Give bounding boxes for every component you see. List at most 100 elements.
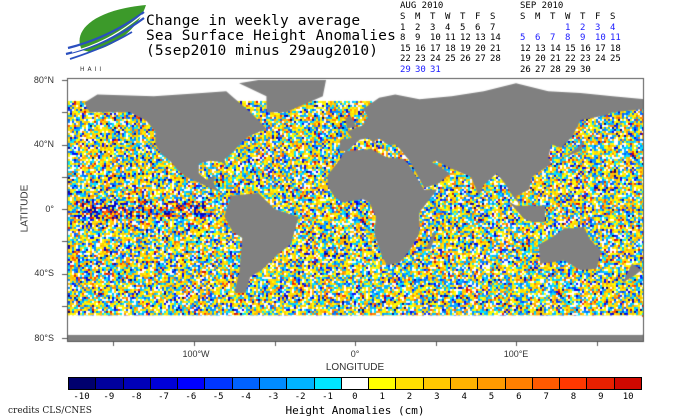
calendar-day: 23 bbox=[580, 54, 591, 65]
weekday-label: T bbox=[550, 12, 556, 22]
calendar-day: 5 bbox=[460, 22, 466, 33]
colorbar-cell bbox=[150, 378, 179, 389]
calendar-day: 23 bbox=[415, 54, 426, 65]
weekday-label: W bbox=[445, 12, 451, 22]
calendar-day: 7 bbox=[550, 33, 556, 44]
colorbar-cell bbox=[532, 378, 561, 389]
colorbar-tick-label: -5 bbox=[212, 392, 224, 402]
colorbar-tick-label: -6 bbox=[185, 392, 197, 402]
calendar-day: 14 bbox=[490, 33, 501, 44]
calendar-day bbox=[550, 23, 565, 34]
lon-tick-100e: 100°E bbox=[503, 349, 529, 359]
calendar-day: 29 bbox=[565, 64, 576, 75]
calendar-day: 13 bbox=[535, 43, 546, 54]
calendar-week: 12 13 14 15 16 17 18 bbox=[520, 44, 625, 55]
colorbar-cell bbox=[478, 378, 506, 389]
title-line-1: Change in weekly average bbox=[146, 13, 361, 29]
calendar-day: 20 bbox=[475, 43, 486, 54]
calendar-sep-2010: SEP 2010 S M T W T F S 1 2 3 4 5 6 7 8 9 10 11 12 13 14 15 16 17… bbox=[520, 1, 625, 76]
weekday-label: F bbox=[595, 12, 601, 22]
calendar-day: 28 bbox=[550, 64, 561, 75]
calendar-day: 24 bbox=[595, 54, 606, 65]
calendar-day: 15 bbox=[400, 43, 411, 54]
calendar-day: 9 bbox=[415, 33, 421, 44]
calendar-day: 4 bbox=[610, 22, 616, 33]
colorbar-tick-label: 0 bbox=[352, 392, 358, 402]
colorbar-cell bbox=[96, 378, 124, 389]
colorbar-cell bbox=[560, 378, 588, 389]
weekday-label: W bbox=[565, 12, 571, 22]
weekday-label: T bbox=[460, 12, 466, 22]
calendar-day: 1 bbox=[400, 22, 406, 33]
credits: credits CLS/CNES bbox=[8, 406, 92, 416]
colorbar-cell bbox=[205, 378, 233, 389]
colorbar bbox=[68, 377, 642, 390]
calendar-day: 16 bbox=[415, 43, 426, 54]
calendar-week: 5 6 7 8 9 10 11 bbox=[520, 33, 625, 44]
calendar-day: 19 bbox=[460, 43, 471, 54]
colorbar-cell bbox=[123, 378, 151, 389]
calendar-day: 25 bbox=[445, 54, 456, 65]
colorbar-tick-label: 5 bbox=[488, 392, 495, 402]
colorbar-cell bbox=[505, 378, 533, 389]
calendar-day bbox=[595, 65, 610, 76]
weekday-label: F bbox=[475, 12, 481, 22]
calendar-day: 16 bbox=[580, 43, 591, 54]
colorbar-cell bbox=[587, 378, 615, 389]
haii-logo: HAII bbox=[65, 5, 146, 72]
colorbar-tick-label: -9 bbox=[103, 392, 115, 402]
lat-tick-80s: 80°S bbox=[34, 333, 54, 343]
calendar-day: 2 bbox=[415, 22, 421, 33]
colorbar-tick-label: 8 bbox=[570, 392, 577, 402]
colorbar-tick-label: 9 bbox=[598, 392, 604, 402]
calendar-day: 19 bbox=[520, 54, 531, 65]
calendar-week: 22 23 24 25 26 27 28 bbox=[400, 54, 505, 65]
calendar-day: 30 bbox=[415, 64, 426, 75]
calendar-day: 21 bbox=[490, 43, 501, 54]
calendar-week: 8 9 10 11 12 13 14 bbox=[400, 33, 505, 44]
calendar-day: 12 bbox=[520, 43, 531, 54]
calendar-day: 6 bbox=[475, 22, 481, 33]
colorbar-tick-label: -2 bbox=[294, 392, 306, 402]
calendar-day: 1 bbox=[565, 22, 571, 33]
weekday-label: S bbox=[520, 12, 526, 22]
colorbar-cell bbox=[369, 378, 397, 389]
colorbar-tick-label: 4 bbox=[461, 392, 467, 402]
calendar-day: 17 bbox=[430, 43, 441, 54]
colorbar-cell bbox=[259, 378, 288, 389]
logo-text: HAII bbox=[80, 66, 104, 72]
calendar-day bbox=[490, 65, 505, 76]
colorbar-tick-label: -4 bbox=[240, 392, 251, 402]
calendar-day: 26 bbox=[520, 64, 531, 75]
colorbar-tick-label: 6 bbox=[516, 392, 522, 402]
calendar-day: 6 bbox=[535, 33, 541, 44]
calendar-day bbox=[535, 23, 550, 34]
colorbar-tick-label: 1 bbox=[379, 392, 385, 402]
colorbar-cell bbox=[287, 378, 315, 389]
calendar-day: 11 bbox=[610, 33, 621, 44]
calendar-day bbox=[610, 65, 625, 76]
colorbar-cell bbox=[178, 378, 206, 389]
calendar-day: 3 bbox=[595, 22, 601, 33]
colorbar-cell bbox=[423, 378, 451, 389]
calendar-day: 29 bbox=[400, 64, 411, 75]
calendar-day: 8 bbox=[565, 33, 571, 44]
calendar-day: 25 bbox=[610, 54, 621, 65]
calendar-day: 11 bbox=[445, 33, 456, 44]
calendar-day: 31 bbox=[430, 64, 441, 75]
calendar-month-title: SEP 2010 bbox=[520, 1, 564, 11]
colorbar-tick-label: -3 bbox=[267, 392, 279, 402]
calendar-day: 10 bbox=[430, 33, 441, 44]
calendar-day: 2 bbox=[580, 22, 586, 33]
weekday-label: T bbox=[580, 12, 586, 22]
calendar-day: 22 bbox=[565, 54, 576, 65]
calendar-day bbox=[475, 65, 490, 76]
lon-tick-100w: 100°W bbox=[182, 349, 210, 359]
colorbar-title: Height Anomalies (cm) bbox=[285, 404, 425, 417]
colorbar-tick-label: -10 bbox=[73, 392, 90, 402]
calendar-day: 22 bbox=[400, 54, 411, 65]
calendar-day: 5 bbox=[520, 33, 526, 44]
